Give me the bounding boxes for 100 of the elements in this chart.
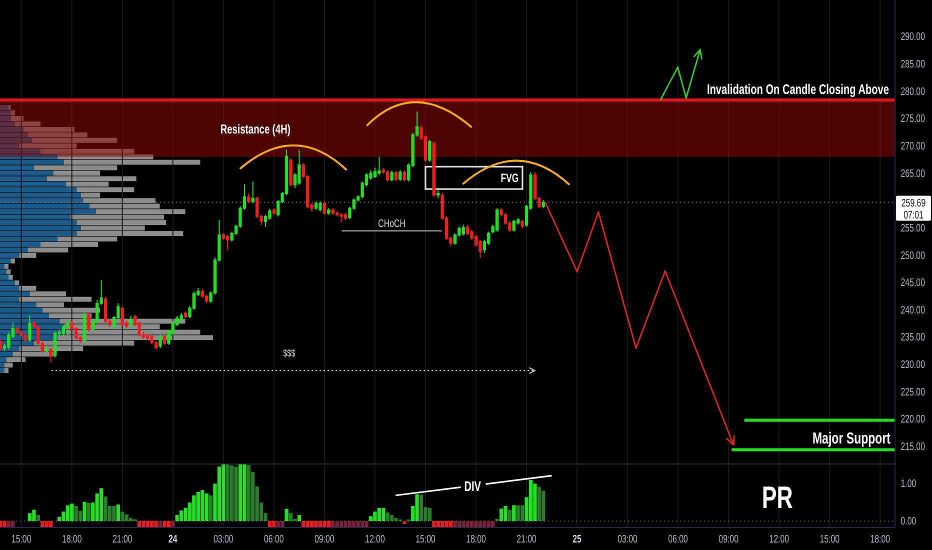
bar [436, 521, 440, 528]
bar [462, 521, 466, 528]
bar [14, 280, 20, 286]
candlestick [327, 208, 330, 216]
bar [331, 521, 335, 528]
bar [158, 521, 162, 528]
candlestick [398, 169, 402, 182]
bar [246, 465, 250, 522]
bar [486, 521, 490, 528]
x-tick-label: 15:00 [11, 533, 32, 546]
bar [238, 464, 242, 522]
bar [192, 495, 196, 522]
x-tick-label: 03:00 [213, 533, 234, 546]
bar [70, 504, 74, 522]
bar [318, 521, 322, 528]
bar [146, 521, 150, 528]
bar [419, 494, 424, 522]
candlestick [247, 192, 250, 204]
bar [124, 514, 128, 522]
bar [272, 521, 276, 528]
y-tick-label: 250.00 [900, 250, 925, 262]
x-tick-label: 06:00 [264, 533, 284, 546]
candlestick [386, 170, 390, 182]
bar [470, 521, 474, 528]
annotation: CHoCH [378, 218, 406, 230]
candlestick [428, 139, 432, 162]
annotation: PR [762, 480, 793, 515]
bar [432, 521, 436, 528]
bar [280, 521, 284, 528]
bar [533, 484, 537, 522]
candlestick [436, 189, 440, 199]
bar [196, 492, 200, 522]
bar [162, 521, 166, 528]
annotation: $$$ [283, 347, 296, 359]
y-tick-label: 215.00 [900, 440, 925, 454]
bar [512, 505, 516, 522]
bar [495, 518, 499, 522]
candlestick [251, 180, 254, 204]
bar [226, 464, 230, 522]
bar [428, 508, 432, 522]
candlestick [390, 170, 394, 182]
annotation: DIV [464, 478, 482, 495]
bar [154, 521, 158, 528]
bar [542, 490, 546, 522]
bar [66, 505, 70, 522]
bar [142, 521, 146, 528]
bar [82, 502, 86, 522]
bar [390, 515, 394, 522]
bar [520, 505, 524, 522]
bar [528, 480, 533, 522]
bar [314, 521, 318, 528]
bar [179, 510, 184, 522]
candlestick [478, 239, 482, 258]
candlestick [272, 208, 276, 216]
y-tick-label: 280.00 [900, 86, 925, 98]
y-tick-label: 255.00 [900, 222, 925, 235]
candlestick [432, 141, 436, 198]
x-tick-label: 12:00 [769, 533, 789, 546]
y-tick-label: 0.00 [900, 515, 916, 528]
ref-line-label: 259.69 [901, 197, 926, 210]
candlestick [542, 200, 545, 209]
bar [516, 505, 520, 522]
bar [150, 521, 154, 528]
bar [104, 496, 108, 522]
bar [222, 464, 226, 522]
bar [491, 521, 495, 528]
bar [382, 508, 386, 522]
bar [344, 521, 348, 528]
bar [356, 521, 360, 528]
x-tick-label: 15:00 [820, 533, 840, 546]
y-tick-label: 225.00 [900, 386, 925, 399]
x-tick-label: 21:00 [516, 533, 536, 546]
candlestick [331, 208, 334, 216]
bar [120, 512, 124, 522]
x-tick-label: 06:00 [668, 533, 688, 546]
bar [217, 466, 221, 522]
y-tick-label: 1.00 [900, 478, 916, 490]
y-tick-label: 235.00 [900, 332, 925, 344]
bar [394, 518, 398, 522]
bar [86, 502, 90, 522]
bar [230, 466, 234, 522]
y-tick-label: 290.00 [900, 30, 925, 44]
bar [504, 506, 508, 522]
bar [268, 521, 272, 528]
x-tick-label: 18:00 [466, 533, 486, 546]
candlestick [226, 234, 230, 251]
y-tick-label: 245.00 [900, 276, 925, 290]
bar [297, 515, 301, 522]
candlestick [184, 311, 188, 319]
text: 07:01 [904, 209, 924, 222]
bar [474, 521, 478, 528]
bar [352, 521, 356, 528]
y-tick-label: 270.00 [900, 140, 925, 153]
bar [440, 521, 444, 528]
x-tick-label: 09:00 [314, 533, 334, 546]
candlestick [314, 201, 318, 210]
candlestick [402, 170, 406, 182]
x-tick-label: 21:00 [112, 533, 132, 546]
y-tick-label: 230.00 [900, 358, 925, 372]
candlestick [462, 224, 465, 236]
